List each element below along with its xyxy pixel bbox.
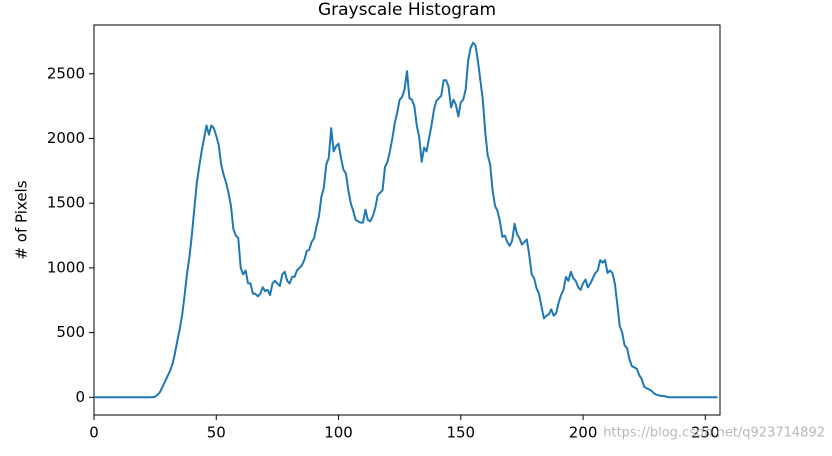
x-tick-label: 100 [324, 424, 353, 442]
x-tick-label: 250 [691, 424, 720, 442]
y-tick-label: 1500 [47, 194, 85, 212]
y-tick-label: 2500 [47, 64, 85, 82]
chart-title: Grayscale Histogram [318, 0, 496, 20]
x-tick-label: 50 [207, 424, 226, 442]
plot-frame [93, 24, 721, 416]
y-tick-label: 1000 [47, 258, 85, 276]
y-tick-label: 500 [56, 323, 85, 341]
y-tick-label: 2000 [47, 129, 85, 147]
x-tick-label: 150 [446, 424, 475, 442]
x-tick-label: 200 [569, 424, 598, 442]
watermark: https://blog.csdn.net/q923714892 [603, 426, 825, 441]
data-line [94, 41, 718, 399]
y-axis-label: # of Pixels [13, 180, 31, 259]
x-tick-label: 0 [89, 424, 99, 442]
y-tick-label: 0 [75, 388, 85, 406]
